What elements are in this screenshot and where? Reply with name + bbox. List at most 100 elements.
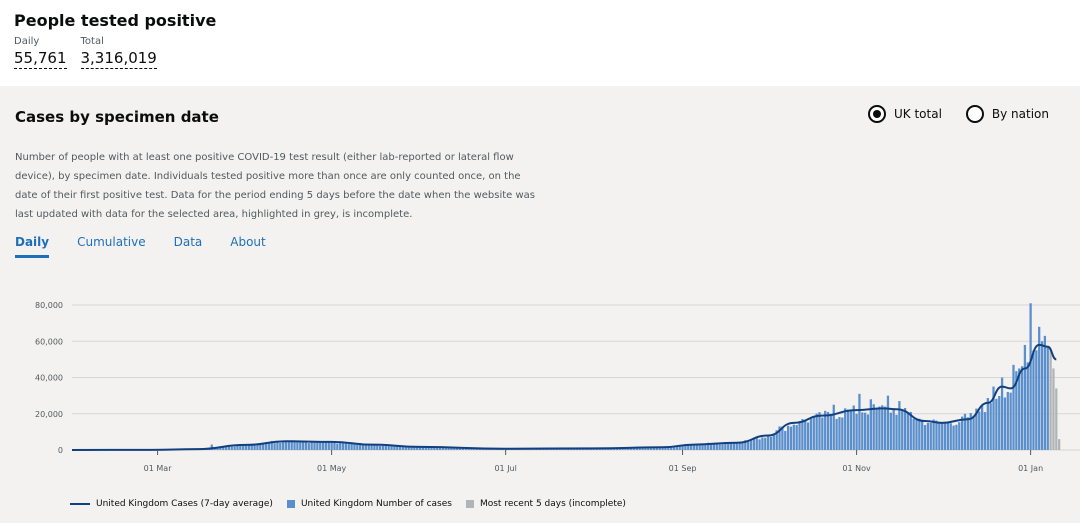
total-label: Total	[80, 36, 104, 47]
case-bar	[969, 413, 972, 450]
case-bar	[695, 444, 698, 450]
case-bar	[1029, 303, 1032, 450]
case-bar	[875, 407, 878, 450]
case-bar	[858, 393, 861, 450]
x-tick-label: 01 Nov	[842, 464, 871, 473]
case-bar	[795, 425, 798, 450]
y-tick-label: 80,000	[35, 301, 63, 310]
case-bar	[764, 437, 767, 450]
tab-daily[interactable]: Daily	[15, 233, 50, 258]
incomplete-bar	[1049, 350, 1052, 450]
case-bar	[781, 426, 784, 450]
case-bar	[344, 443, 348, 450]
case-bar	[869, 399, 872, 450]
case-bar	[647, 447, 650, 450]
case-bar	[273, 443, 276, 450]
case-bar	[972, 415, 975, 450]
tab-cumulative[interactable]: Cumulative	[77, 235, 146, 249]
case-bar	[906, 413, 910, 450]
case-bar	[458, 447, 462, 450]
legend-label-incomplete: Most recent 5 days (incomplete)	[479, 499, 626, 509]
legend-line-swatch	[70, 503, 90, 505]
case-bar	[692, 444, 696, 450]
case-bar	[1046, 346, 1049, 450]
case-bar	[672, 446, 676, 450]
case-bar	[655, 447, 659, 450]
radio-unselected-icon[interactable]	[965, 105, 984, 123]
legend-item-cases[interactable]: United Kingdom Number of cases	[286, 499, 452, 509]
case-bar	[333, 441, 336, 450]
case-bar	[983, 412, 987, 450]
case-bar	[698, 443, 701, 450]
case-bar	[424, 447, 427, 450]
case-bar	[353, 443, 356, 450]
case-bar	[806, 422, 810, 450]
case-bar	[661, 447, 664, 450]
x-tick-label: 01 May	[317, 464, 347, 473]
tab-data[interactable]: Data	[173, 235, 203, 249]
case-bar	[250, 444, 253, 450]
case-bar	[644, 447, 647, 450]
case-bar	[809, 417, 813, 450]
case-bar	[401, 446, 405, 450]
case-bar	[304, 441, 308, 450]
case-bar	[1020, 366, 1024, 450]
case-bar	[989, 403, 992, 450]
case-bar	[270, 440, 273, 450]
y-tick-label: 20,000	[35, 410, 63, 419]
legend-item-incomplete[interactable]: Most recent 5 days (incomplete)	[465, 499, 626, 509]
case-bar	[319, 442, 322, 450]
case-bar	[376, 445, 379, 450]
case-bar	[1038, 326, 1041, 450]
incomplete-bar	[1052, 368, 1055, 450]
case-bar	[689, 444, 693, 450]
case-bar	[262, 443, 265, 450]
case-bar	[747, 440, 750, 450]
case-bar	[926, 422, 930, 450]
case-bar	[410, 447, 413, 450]
case-bar	[864, 412, 867, 450]
case-bar	[912, 418, 915, 450]
incomplete-bar	[1058, 439, 1061, 450]
legend-label-average: United Kingdom Cases (7-day average)	[96, 499, 273, 509]
case-bar	[236, 445, 239, 450]
case-bar	[387, 445, 390, 450]
case-bar	[373, 444, 376, 450]
area-radio-group: UK total By nation	[868, 105, 1049, 123]
case-bar	[678, 445, 681, 450]
legend-item-average[interactable]: United Kingdom Cases (7-day average)	[70, 499, 273, 509]
radio-uk-total[interactable]: UK total	[868, 105, 942, 123]
case-bar	[935, 420, 938, 450]
case-bar	[789, 426, 793, 450]
case-bar	[838, 417, 841, 450]
case-bar	[941, 423, 944, 450]
case-bar	[866, 414, 870, 450]
case-bar	[438, 447, 442, 450]
case-bar	[961, 416, 964, 450]
case-bar	[852, 405, 855, 450]
case-bar	[992, 386, 995, 450]
case-bar	[938, 422, 941, 450]
case-bar	[727, 443, 730, 450]
case-bar	[418, 446, 422, 450]
tab-about[interactable]: About	[230, 235, 266, 249]
x-axis-ticks: 01 Mar 01 May 01 Jul 01 Sep 01 Nov 01 Jan	[144, 450, 1043, 473]
case-bar	[881, 405, 884, 450]
case-bar	[687, 445, 690, 450]
case-bar	[675, 446, 678, 450]
case-bar	[826, 411, 830, 450]
case-bar	[855, 413, 858, 450]
case-bar	[772, 435, 775, 450]
case-bar	[724, 443, 727, 450]
case-bar	[886, 395, 890, 450]
case-bar	[467, 448, 470, 450]
total-value[interactable]: 3,316,019	[80, 49, 157, 69]
case-bar	[1026, 362, 1029, 450]
case-bar	[815, 413, 818, 450]
case-bar	[952, 425, 955, 450]
case-bar	[327, 441, 330, 450]
case-bar	[436, 447, 439, 450]
radio-selected-icon[interactable]	[868, 105, 886, 123]
daily-value[interactable]: 55,761	[14, 49, 67, 69]
radio-by-nation[interactable]: By nation	[965, 105, 1049, 123]
